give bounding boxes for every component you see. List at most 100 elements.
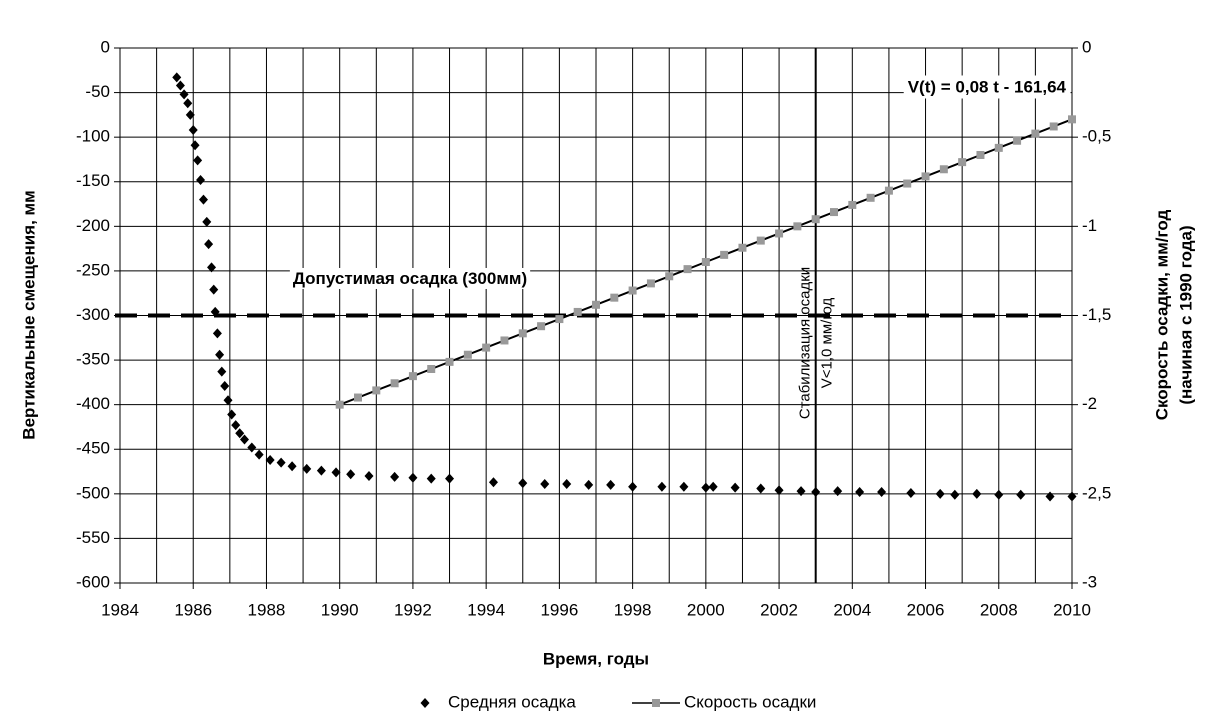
point xyxy=(537,322,546,331)
threshold-label: Допустимая осадка (300мм) xyxy=(293,269,527,288)
point xyxy=(1016,489,1026,500)
point xyxy=(518,329,527,338)
label-bg xyxy=(289,267,531,289)
point xyxy=(188,125,198,136)
point xyxy=(215,349,225,360)
point xyxy=(287,461,297,472)
point xyxy=(175,80,185,91)
y2-axis-label: Скорость осадки, мм/год xyxy=(1152,209,1171,420)
point xyxy=(482,343,491,352)
legend-label: Скорость осадки xyxy=(684,692,816,711)
point xyxy=(555,315,564,324)
point xyxy=(972,488,982,499)
point xyxy=(646,279,655,288)
y2-tick-label: -3 xyxy=(1082,572,1097,591)
y-tick-label: -200 xyxy=(76,216,110,235)
point xyxy=(190,140,200,151)
point xyxy=(657,481,667,492)
point xyxy=(247,442,257,453)
point xyxy=(730,482,740,493)
point xyxy=(445,357,454,366)
point xyxy=(488,477,498,488)
point xyxy=(775,229,784,238)
point xyxy=(994,489,1004,500)
point xyxy=(906,487,916,498)
legend-label: Средняя осадка xyxy=(448,692,576,711)
point xyxy=(316,465,326,476)
point xyxy=(518,478,528,489)
y-tick-label: -550 xyxy=(76,528,110,547)
point xyxy=(185,109,195,120)
point xyxy=(210,306,220,317)
x-tick-label: 2002 xyxy=(760,600,798,619)
point xyxy=(877,487,887,498)
y-tick-label: -600 xyxy=(76,572,110,591)
point xyxy=(683,265,692,274)
point xyxy=(679,481,689,492)
x-tick-label: 2010 xyxy=(1053,600,1091,619)
point xyxy=(958,158,967,167)
point xyxy=(1068,115,1076,124)
point xyxy=(610,293,619,302)
point xyxy=(209,284,219,295)
point xyxy=(212,328,222,339)
point xyxy=(346,469,356,480)
point xyxy=(193,155,203,166)
legend-marker xyxy=(420,698,430,708)
point xyxy=(331,467,341,478)
point xyxy=(463,350,472,359)
x-tick-label: 1994 xyxy=(467,600,505,619)
x-tick-label: 1998 xyxy=(614,600,652,619)
point xyxy=(540,479,550,490)
y-tick-label: -100 xyxy=(76,127,110,146)
point xyxy=(390,471,400,482)
x-tick-label: 1988 xyxy=(248,600,286,619)
point xyxy=(848,200,857,209)
point xyxy=(950,489,960,500)
equation: V(t) = 0,08 t - 161,64 xyxy=(908,77,1067,96)
x-axis-label: Время, годы xyxy=(543,649,649,668)
legend-marker xyxy=(652,699,660,707)
point xyxy=(573,307,582,316)
point xyxy=(1049,122,1058,131)
y-tick-label: -250 xyxy=(76,260,110,279)
point xyxy=(1031,129,1040,138)
point xyxy=(354,393,362,402)
y2-tick-label: -1 xyxy=(1082,216,1097,235)
point xyxy=(335,400,344,409)
point xyxy=(976,151,985,159)
point xyxy=(701,258,710,266)
point xyxy=(903,179,912,188)
point xyxy=(217,366,227,377)
x-tick-label: 2000 xyxy=(687,600,725,619)
x-tick-label: 2004 xyxy=(833,600,871,619)
point xyxy=(811,487,821,498)
point xyxy=(265,454,275,465)
point xyxy=(628,481,638,492)
point xyxy=(445,473,455,484)
point xyxy=(720,250,729,259)
point xyxy=(231,420,241,431)
point xyxy=(302,463,312,474)
point xyxy=(198,194,208,205)
point xyxy=(756,483,766,494)
point xyxy=(796,486,806,497)
point xyxy=(833,486,843,497)
point xyxy=(235,428,245,439)
point xyxy=(220,380,230,391)
point xyxy=(592,300,600,309)
label-bg xyxy=(903,75,1071,99)
point xyxy=(427,365,436,373)
y-tick-label: -350 xyxy=(76,350,110,369)
y2-axis-label: (начиная с 1990 года) xyxy=(1176,225,1195,404)
point xyxy=(426,473,436,484)
point xyxy=(793,222,802,231)
point xyxy=(756,236,765,245)
point xyxy=(390,379,399,388)
y-tick-label: -450 xyxy=(76,439,110,458)
y2-tick-label: -2,5 xyxy=(1082,483,1111,502)
point xyxy=(239,434,249,445)
x-tick-label: 1990 xyxy=(321,600,359,619)
point xyxy=(884,186,893,195)
